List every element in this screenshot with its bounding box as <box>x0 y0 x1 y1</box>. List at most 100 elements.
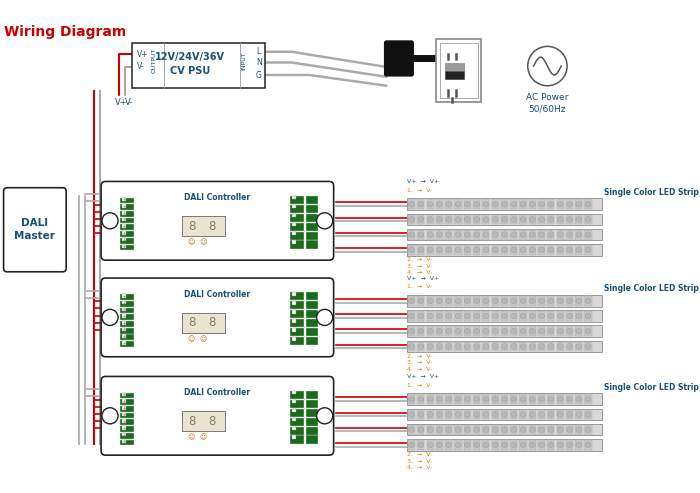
Bar <box>120 426 134 432</box>
Bar <box>491 311 499 321</box>
Bar <box>556 245 564 255</box>
Circle shape <box>418 216 424 222</box>
Circle shape <box>492 396 498 402</box>
Text: 4.  →  V-: 4. → V- <box>407 367 433 372</box>
Circle shape <box>455 232 461 238</box>
Circle shape <box>539 427 545 432</box>
Circle shape <box>511 202 517 207</box>
Text: 1.  →  V-: 1. → V- <box>407 284 432 289</box>
Bar <box>417 440 424 450</box>
Circle shape <box>492 328 498 334</box>
Circle shape <box>585 202 591 207</box>
Bar <box>436 326 443 336</box>
Circle shape <box>446 442 452 448</box>
Circle shape <box>102 213 118 229</box>
Bar <box>566 214 573 224</box>
Bar <box>408 296 415 306</box>
Bar <box>575 230 582 240</box>
Bar <box>292 232 296 235</box>
Bar <box>473 230 480 240</box>
Circle shape <box>409 313 414 319</box>
Bar <box>454 394 461 404</box>
Bar <box>122 198 126 201</box>
Bar <box>120 406 134 412</box>
Bar <box>436 214 443 224</box>
Bar <box>120 341 134 347</box>
Circle shape <box>409 396 414 402</box>
Circle shape <box>465 232 470 238</box>
Circle shape <box>483 427 489 432</box>
Bar <box>473 440 480 450</box>
Bar <box>547 296 554 306</box>
Bar <box>122 399 126 403</box>
Bar <box>491 394 499 404</box>
Circle shape <box>539 298 545 304</box>
Bar <box>575 326 582 336</box>
Bar <box>445 342 452 352</box>
Circle shape <box>427 216 433 222</box>
Bar <box>575 440 582 450</box>
Bar <box>407 325 602 337</box>
Bar <box>584 394 592 404</box>
Bar <box>122 308 126 311</box>
Circle shape <box>465 412 470 417</box>
Bar <box>122 341 126 345</box>
Circle shape <box>427 427 433 432</box>
Bar <box>426 326 434 336</box>
Bar <box>473 342 480 352</box>
Bar <box>306 310 318 318</box>
Bar <box>519 410 526 420</box>
Bar <box>290 223 304 231</box>
Bar <box>547 230 554 240</box>
Circle shape <box>427 202 433 207</box>
Circle shape <box>576 328 582 334</box>
Circle shape <box>585 344 591 350</box>
Bar <box>120 245 134 250</box>
Bar <box>473 296 480 306</box>
Text: ☺: ☺ <box>187 434 194 440</box>
Bar <box>575 199 582 209</box>
Bar <box>538 296 545 306</box>
Bar <box>290 292 304 300</box>
Circle shape <box>548 427 554 432</box>
Bar <box>426 245 434 255</box>
Bar <box>445 311 452 321</box>
Circle shape <box>418 396 424 402</box>
Bar <box>426 230 434 240</box>
Bar <box>292 400 296 403</box>
Bar <box>436 230 443 240</box>
Bar <box>538 326 545 336</box>
Text: ☺: ☺ <box>199 434 206 440</box>
Circle shape <box>465 313 470 319</box>
Bar <box>122 334 126 338</box>
Text: 3.  →  V-: 3. → V- <box>407 360 433 365</box>
Circle shape <box>539 396 545 402</box>
Bar <box>519 230 526 240</box>
Bar <box>408 394 415 404</box>
Bar <box>584 311 592 321</box>
Bar <box>510 199 517 209</box>
Circle shape <box>529 298 536 304</box>
Bar <box>556 394 564 404</box>
Circle shape <box>316 213 332 229</box>
Bar <box>482 410 489 420</box>
Bar <box>510 342 517 352</box>
Circle shape <box>566 313 573 319</box>
Circle shape <box>557 344 563 350</box>
Circle shape <box>557 442 563 448</box>
Bar <box>575 245 582 255</box>
Circle shape <box>455 442 461 448</box>
Circle shape <box>566 396 573 402</box>
Bar <box>120 301 134 307</box>
Bar <box>584 326 592 336</box>
Text: DALI Controller: DALI Controller <box>184 388 251 397</box>
Bar <box>501 199 508 209</box>
Bar <box>473 199 480 209</box>
Circle shape <box>427 313 433 319</box>
Circle shape <box>316 408 332 424</box>
Text: 1.  →  V-: 1. → V- <box>407 188 432 193</box>
Circle shape <box>465 216 470 222</box>
Text: Single Color LED Strip: Single Color LED Strip <box>604 188 699 197</box>
Bar <box>528 425 536 435</box>
Bar <box>464 410 471 420</box>
